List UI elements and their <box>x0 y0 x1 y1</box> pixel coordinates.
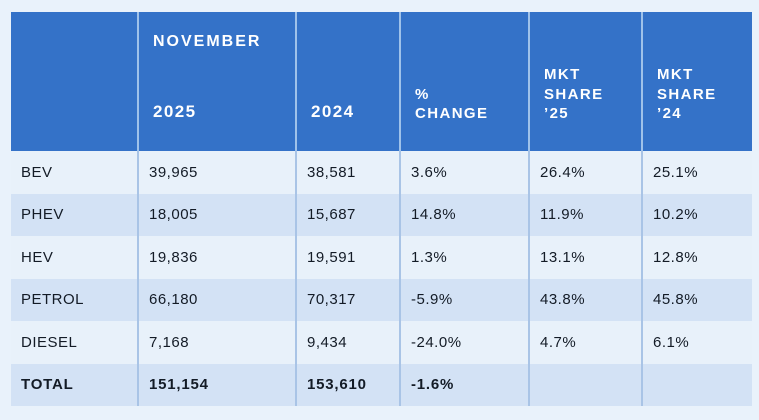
cell-2025: 18,005 <box>137 193 295 236</box>
cell-label: HEV <box>21 248 54 266</box>
cell-pct-change: -1.6% <box>399 363 528 406</box>
cell-label: DIESEL <box>21 333 78 351</box>
cell-label: TOTAL <box>21 376 74 394</box>
cell-mkt-share-24: 6.1% <box>641 321 752 364</box>
cell-2024: 38,581 <box>295 151 399 194</box>
cell-2025: 19,836 <box>137 236 295 279</box>
table-header-row: NOVEMBER 2025 2024 % CHANGE MKT SHARE ’2… <box>11 12 752 151</box>
header-cell-mkt-share-25: MKT SHARE ’25 <box>528 12 641 151</box>
header-cell-mkt-share-24: MKT SHARE ’24 <box>641 12 752 151</box>
cell-mkt-share-24: 45.8% <box>641 278 752 321</box>
cell-pct-change: -24.0% <box>399 321 528 364</box>
cell-label: PETROL <box>21 291 85 309</box>
cell-mkt-share-25: 11.9% <box>528 193 641 236</box>
header-label-mkt-share-24: MKT SHARE ’24 <box>657 66 717 122</box>
cell-pct-change: 14.8% <box>399 193 528 236</box>
table-row-phev: PHEV 18,005 15,687 14.8% 11.9% 10.2% <box>11 193 752 236</box>
cell-mkt-share-24: 10.2% <box>641 193 752 236</box>
cell-2025: 66,180 <box>137 278 295 321</box>
cell-2025: 151,154 <box>137 363 295 406</box>
header-cell-rowlabel <box>11 12 137 151</box>
header-label-2025: 2025 <box>153 102 197 122</box>
cell-2024: 19,591 <box>295 236 399 279</box>
cell-label: PHEV <box>21 206 64 224</box>
cell-2024: 9,434 <box>295 321 399 364</box>
header-cell-pct-change: % CHANGE <box>399 12 528 151</box>
header-label-2024: 2024 <box>311 102 355 122</box>
cell-mkt-share-25: 26.4% <box>528 151 641 194</box>
header-cell-2025: NOVEMBER 2025 <box>137 12 295 151</box>
table-row-petrol: PETROL 66,180 70,317 -5.9% 43.8% 45.8% <box>11 278 752 321</box>
cell-mkt-share-25 <box>528 363 641 406</box>
cell-2025: 7,168 <box>137 321 295 364</box>
registrations-table: NOVEMBER 2025 2024 % CHANGE MKT SHARE ’2… <box>11 12 752 406</box>
header-label-pct-change: % CHANGE <box>415 85 489 122</box>
cell-mkt-share-24 <box>641 363 752 406</box>
cell-mkt-share-24: 25.1% <box>641 151 752 194</box>
cell-2024: 153,610 <box>295 363 399 406</box>
cell-mkt-share-24: 12.8% <box>641 236 752 279</box>
cell-mkt-share-25: 13.1% <box>528 236 641 279</box>
cell-mkt-share-25: 43.8% <box>528 278 641 321</box>
cell-label: BEV <box>21 163 53 181</box>
table-row-bev: BEV 39,965 38,581 3.6% 26.4% 25.1% <box>11 151 752 194</box>
cell-2024: 15,687 <box>295 193 399 236</box>
cell-pct-change: 1.3% <box>399 236 528 279</box>
header-cell-2024: 2024 <box>295 12 399 151</box>
cell-pct-change: 3.6% <box>399 151 528 194</box>
cell-2024: 70,317 <box>295 278 399 321</box>
table-row-total: TOTAL 151,154 153,610 -1.6% <box>11 363 752 406</box>
header-group-november: NOVEMBER <box>153 33 262 50</box>
table-row-diesel: DIESEL 7,168 9,434 -24.0% 4.7% 6.1% <box>11 321 752 364</box>
cell-mkt-share-25: 4.7% <box>528 321 641 364</box>
header-label-mkt-share-25: MKT SHARE ’25 <box>544 66 604 122</box>
cell-pct-change: -5.9% <box>399 278 528 321</box>
cell-2025: 39,965 <box>137 151 295 194</box>
table-row-hev: HEV 19,836 19,591 1.3% 13.1% 12.8% <box>11 236 752 279</box>
